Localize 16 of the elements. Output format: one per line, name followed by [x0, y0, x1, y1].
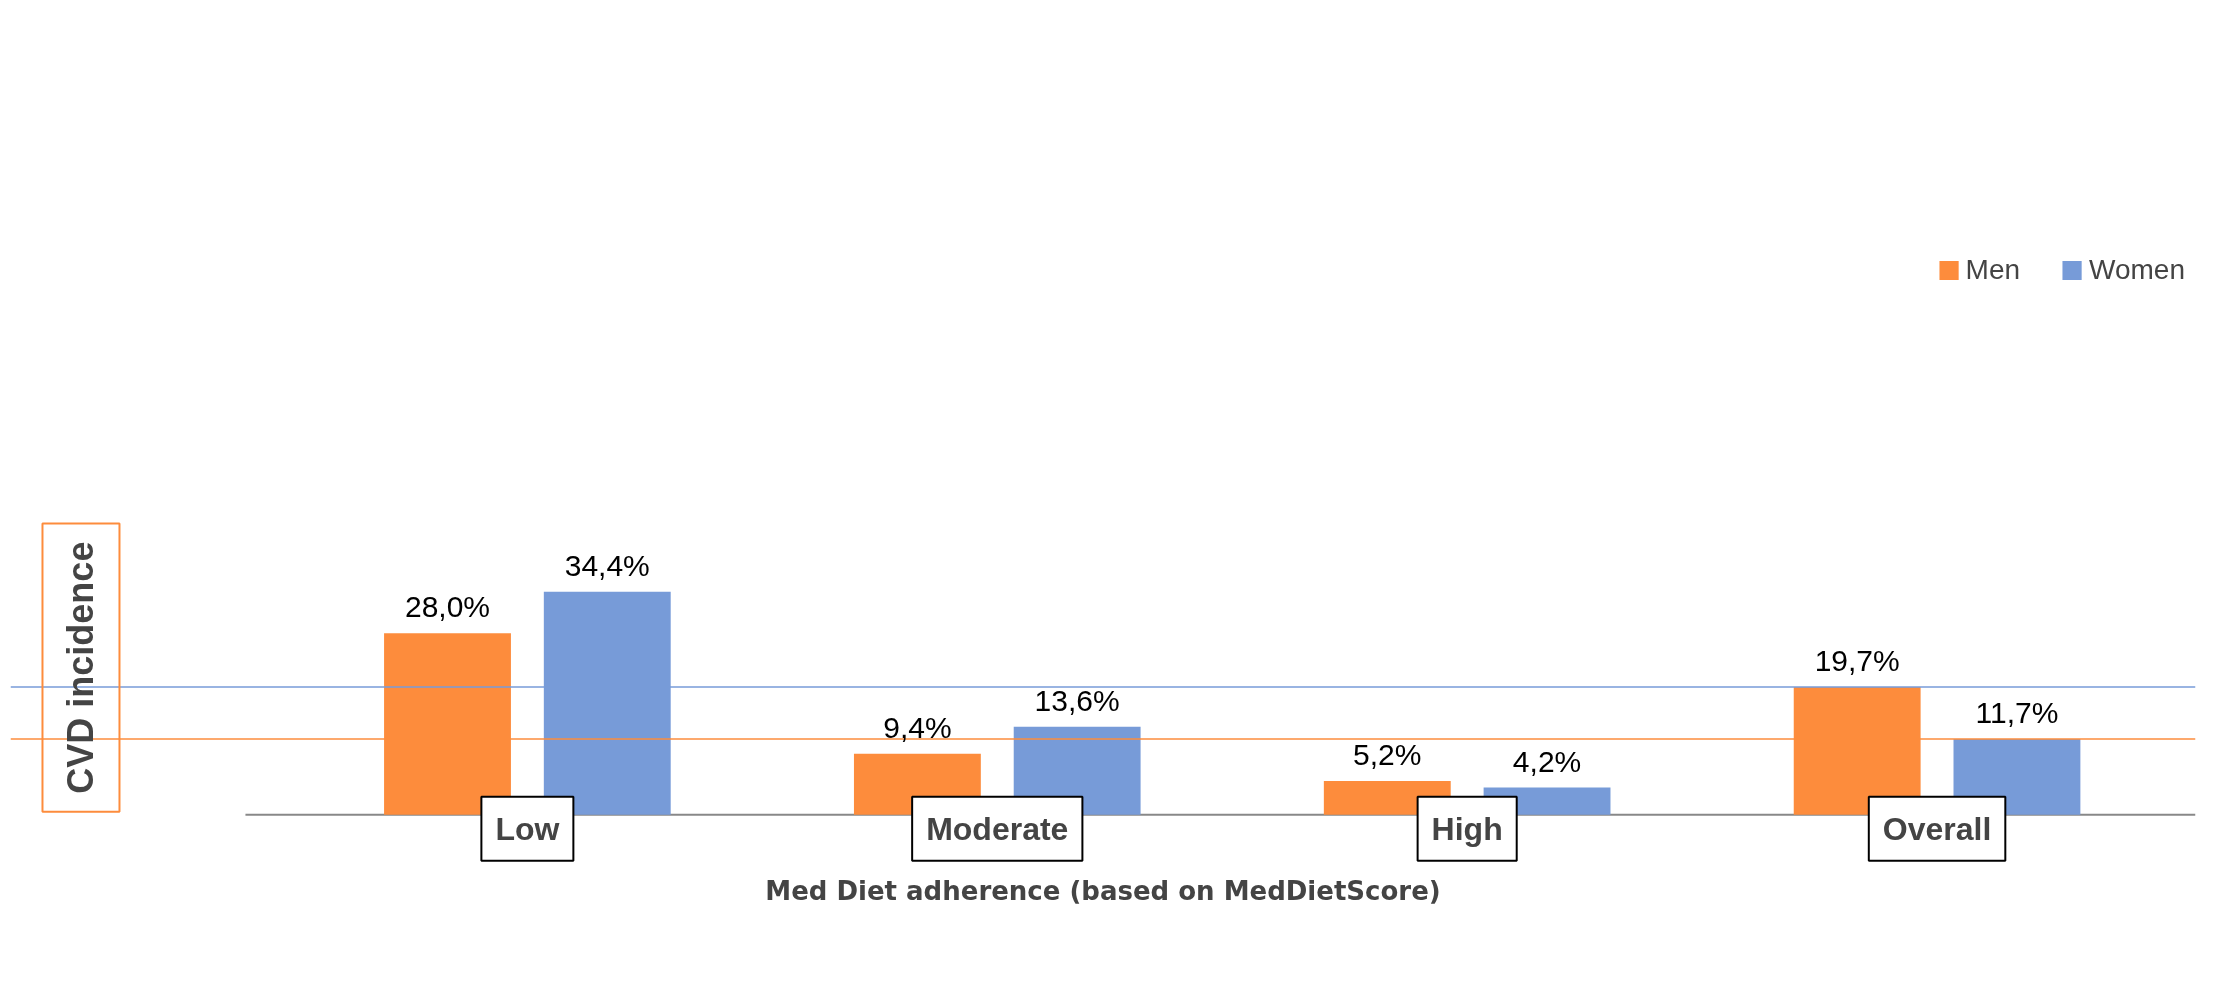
legend-label: Men	[1965, 254, 2021, 286]
x-tick-label: Overall	[1882, 810, 1992, 847]
data-label: 19,7%	[1814, 644, 1900, 678]
x-tick-label: High	[1431, 810, 1503, 847]
x-axis-title: Med Diet adherence (based on MedDietScore)	[765, 875, 1441, 906]
data-label: 4,2%	[1512, 744, 1582, 778]
data-label: 28,0%	[404, 590, 491, 624]
data-label: 34,4%	[564, 548, 650, 582]
data-label: 13,6%	[1034, 683, 1120, 717]
y-axis-title: CVD incidence	[60, 541, 102, 794]
data-label: 5,2%	[1353, 738, 1422, 772]
data-label: 11,7%	[1975, 695, 2059, 729]
data-label: 9,4%	[883, 710, 952, 744]
x-tick-label: Low	[495, 810, 560, 847]
legend-label: Women	[2089, 254, 2185, 286]
x-tick-label: Moderate	[926, 810, 1069, 847]
